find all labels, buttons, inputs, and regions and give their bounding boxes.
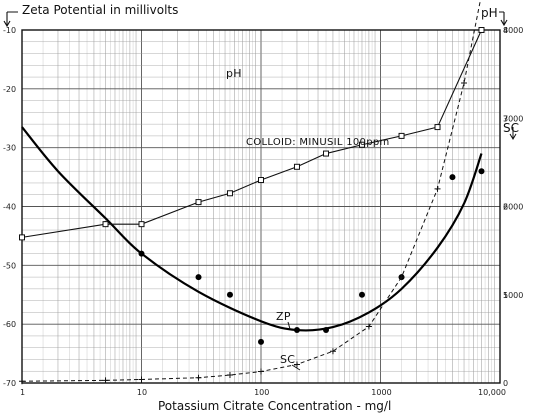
sc-data-point — [102, 377, 109, 384]
sc-tick-label: 4000 — [503, 26, 523, 35]
left-tick-label: -20 — [3, 85, 16, 94]
ph-data-point — [478, 27, 485, 33]
sc-tick-label: 2000 — [503, 203, 523, 212]
sc-data-point — [365, 323, 372, 330]
ph-tick-label: 5 — [503, 291, 508, 300]
right-axis-arrow-icon — [499, 11, 508, 27]
ph-data-point — [434, 124, 441, 131]
sc-tick-label: 1000 — [503, 291, 523, 300]
left-tick-label: -30 — [3, 144, 16, 153]
zp-data-point — [478, 168, 485, 175]
sc-data-point — [19, 378, 25, 385]
ph-tick-label: 6 — [503, 203, 508, 212]
right-axis-sc-title: SC — [503, 121, 519, 135]
sc-label-leader — [291, 364, 301, 371]
left-tick-label: -10 — [3, 26, 16, 35]
x-axis-title: Potassium Citrate Concentration - mg/l — [158, 399, 391, 413]
sc-data-point — [461, 79, 468, 86]
left-axis-arrow-icon — [3, 11, 18, 28]
sc-tick-label: 3000 — [503, 114, 523, 123]
zp-data-point — [195, 274, 202, 281]
chart-series — [19, 0, 485, 385]
zp-data-point — [449, 174, 456, 181]
sc-data-point — [226, 372, 233, 379]
zp-data-point — [226, 291, 233, 298]
ph-data-point — [293, 163, 300, 170]
ph-data-point — [195, 199, 202, 206]
sc-data-point — [293, 361, 300, 368]
ph-tick-label: 7 — [503, 114, 508, 123]
zp-data-point — [258, 338, 264, 345]
zp-data-point — [293, 327, 300, 334]
zp-label-leader — [287, 321, 291, 330]
sc-data-point — [138, 376, 145, 383]
zp-data-point — [358, 291, 365, 298]
ph-data-point — [19, 234, 25, 241]
left-axis-title: Zeta Potential in millivolts — [22, 3, 178, 17]
colloid-annotation: COLLOID: MINUSIL 100ppm — [246, 137, 390, 148]
left-tick-label: -70 — [3, 379, 16, 388]
plot-frame — [21, 29, 501, 384]
ph-data-point — [323, 150, 330, 157]
sc-tick-label: 0 — [503, 379, 508, 388]
x-tick-label: 100 — [254, 388, 269, 397]
ph-series-label: pH — [226, 67, 242, 80]
sc-axis-arrow-icon — [509, 127, 517, 140]
x-tick-label: 1000 — [371, 388, 391, 397]
chart-grid — [21, 29, 500, 384]
ph-data-point — [398, 132, 405, 139]
sc-data-point — [434, 185, 441, 192]
ph-data-point — [358, 141, 365, 148]
zp-data-point — [323, 327, 330, 334]
x-tick-label: 1 — [20, 388, 25, 397]
x-tick-label: 10,000 — [478, 388, 506, 397]
left-tick-label: -40 — [3, 203, 16, 212]
sc-data-point — [258, 368, 264, 375]
ph-data-point — [138, 221, 145, 228]
right-axis-ph-title: pH — [481, 6, 498, 20]
zp-series-label: ZP — [276, 310, 291, 323]
sc-data-point — [398, 274, 405, 281]
sc-data-point — [195, 374, 202, 381]
zp-data-point — [138, 250, 145, 257]
x-tick-label: 10 — [137, 388, 147, 397]
chart-axes: -10-20-30-40-50-60-708765400030002000100… — [3, 11, 523, 397]
sc-data-point — [329, 348, 336, 355]
ph-data-point — [102, 221, 109, 228]
ph-data-point — [258, 177, 264, 184]
ph-line — [21, 29, 482, 238]
left-tick-label: -60 — [3, 320, 16, 329]
ph-data-point — [226, 190, 233, 197]
ph-tick-label: 8 — [503, 26, 508, 35]
sc-series-label: SC — [280, 353, 295, 366]
left-tick-label: -50 — [3, 261, 16, 270]
